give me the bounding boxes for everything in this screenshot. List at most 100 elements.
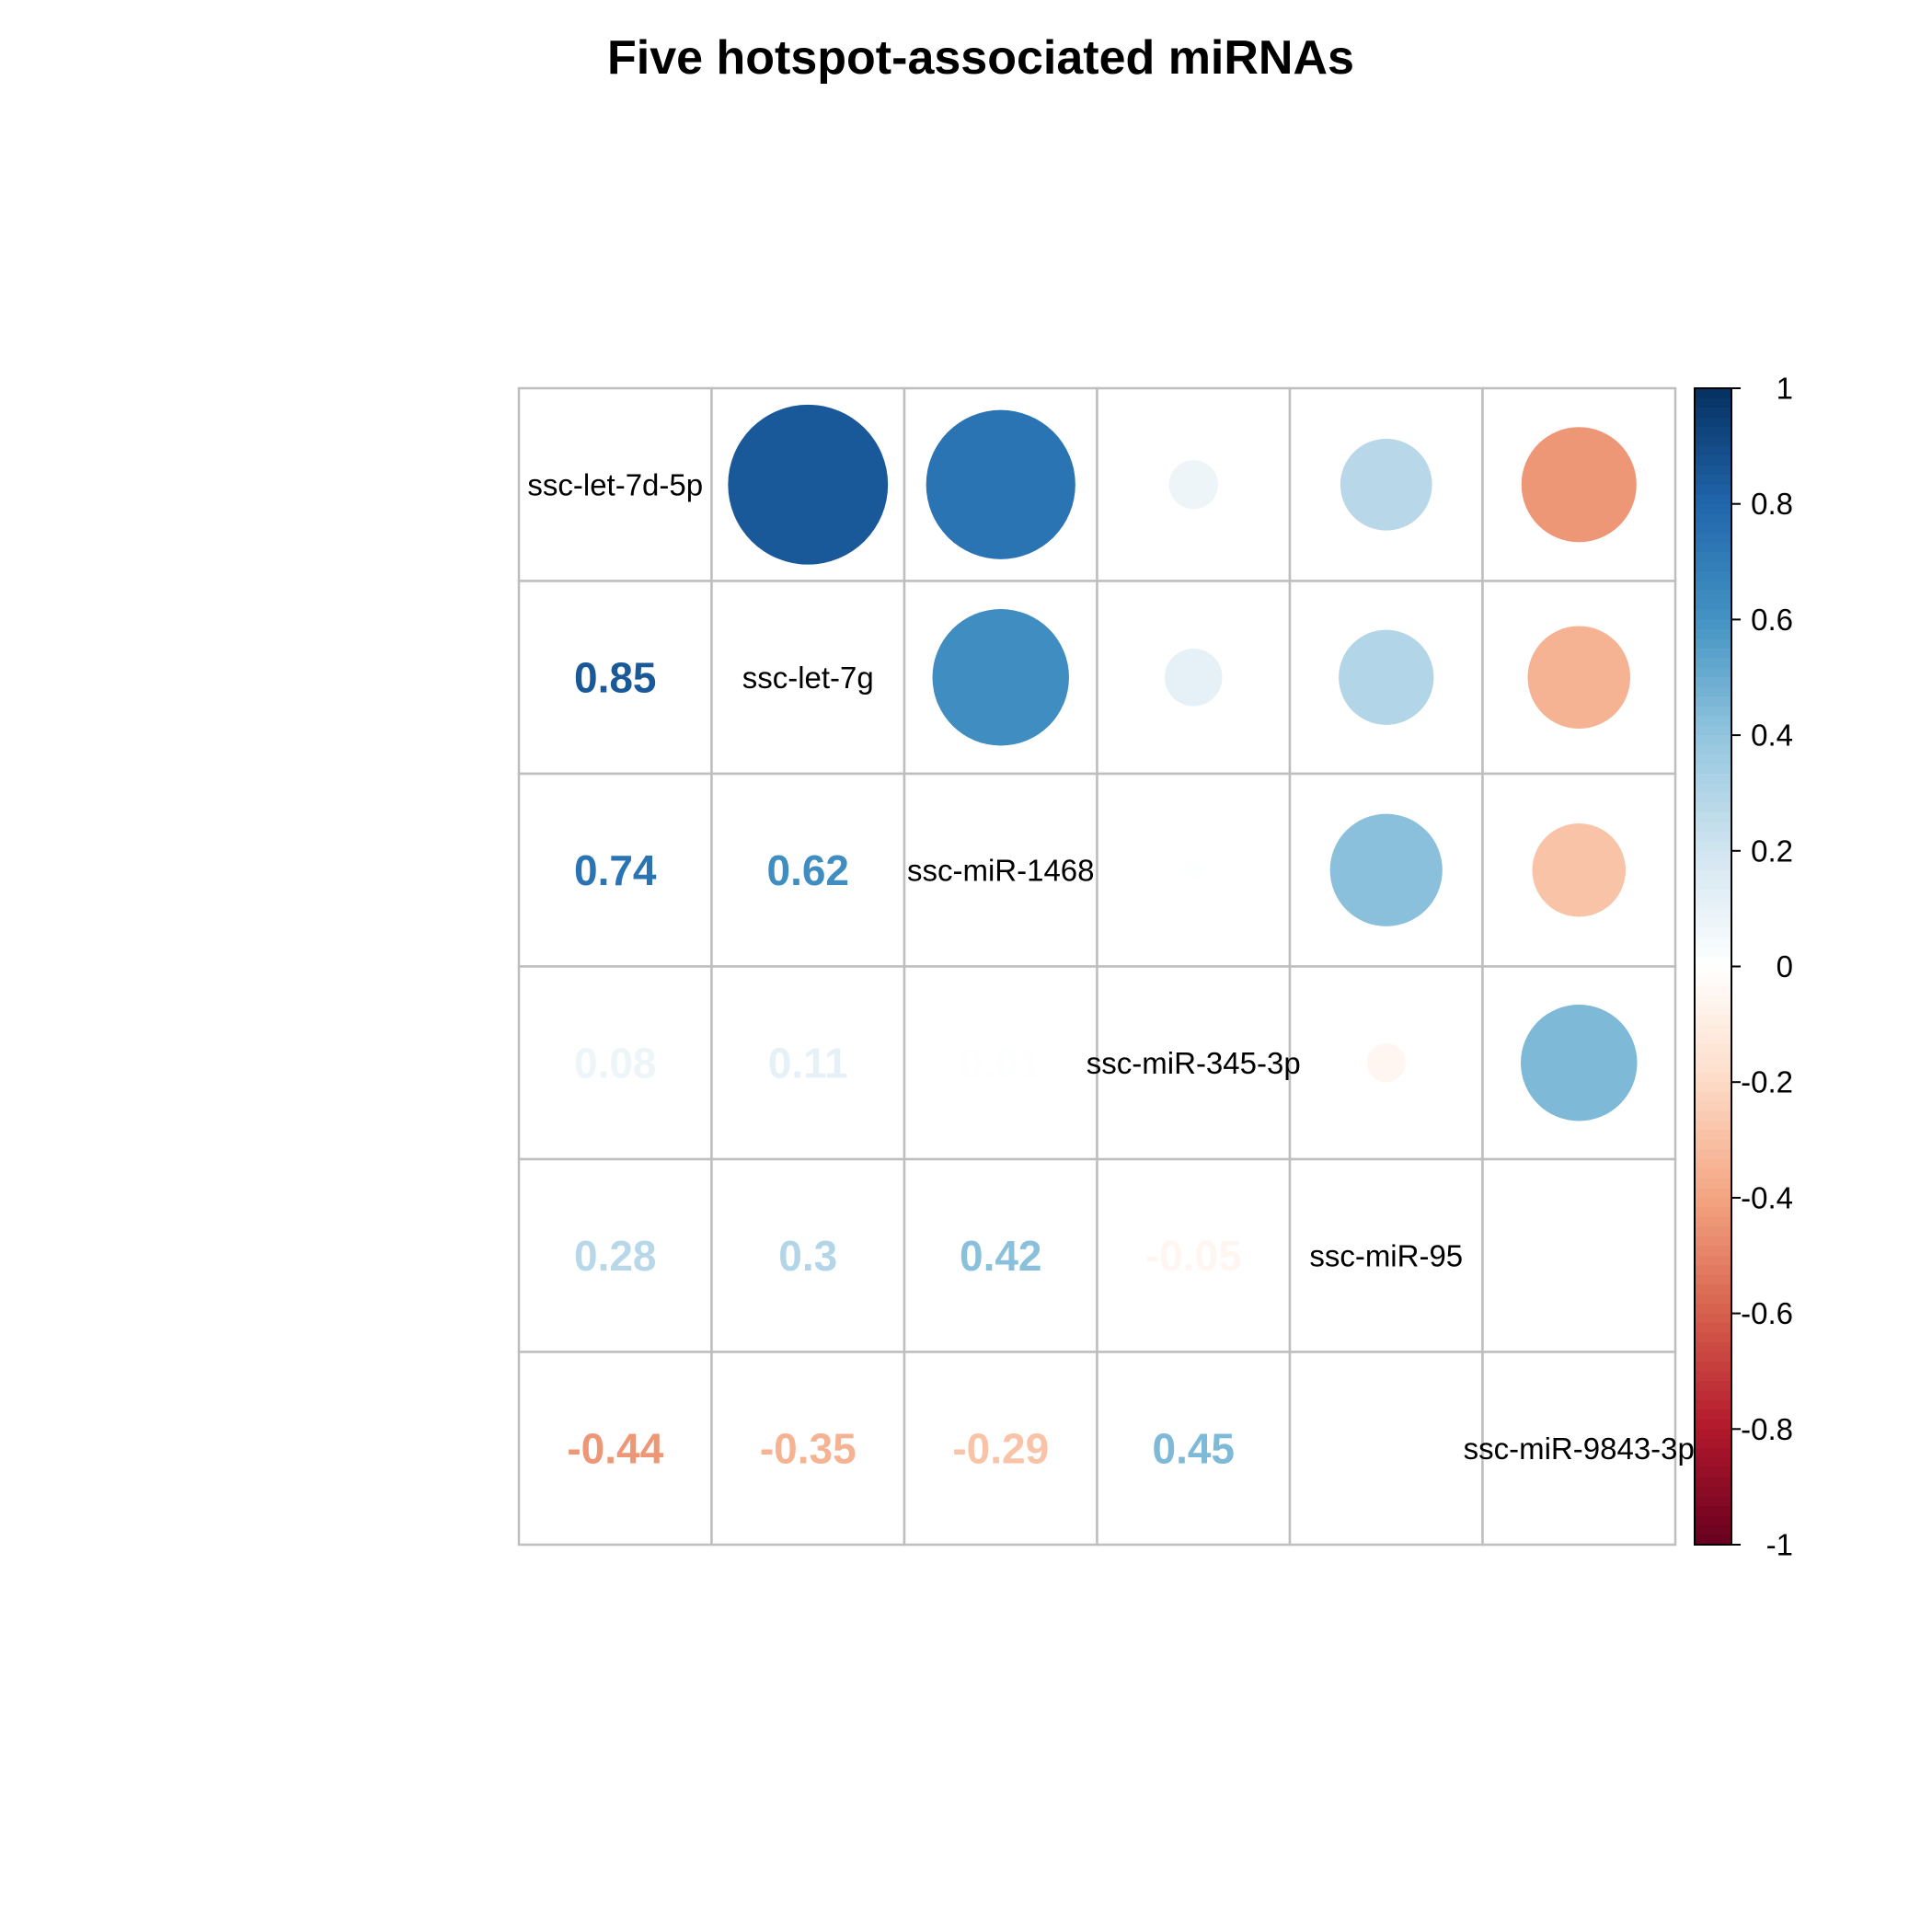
legend-gradient-segment xyxy=(1695,417,1731,428)
legend-gradient-segment xyxy=(1695,1467,1731,1478)
legend-gradient-segment xyxy=(1695,1274,1731,1285)
legend-gradient-segment xyxy=(1695,1525,1731,1536)
legend-gradient-segment xyxy=(1695,1140,1731,1151)
legend-gradient-segment xyxy=(1695,1188,1731,1199)
legend-gradient-segment xyxy=(1695,571,1731,582)
legend-gradient-segment xyxy=(1695,841,1731,852)
legend-gradient-segment xyxy=(1695,1014,1731,1026)
correlation-value: 0.45 xyxy=(1152,1424,1235,1472)
matrix-cell xyxy=(1288,1351,1484,1547)
legend-gradient-segment xyxy=(1695,1121,1731,1132)
correlation-circle xyxy=(1329,813,1443,926)
correlation-circle xyxy=(1521,1005,1638,1121)
legend-gradient-segment xyxy=(1695,918,1731,929)
matrix-cell xyxy=(710,965,906,1161)
legend-gradient-segment xyxy=(1695,985,1731,996)
legend-gradient-segment xyxy=(1695,1313,1731,1324)
legend-gradient-segment xyxy=(1695,1380,1731,1392)
legend-gradient-segment xyxy=(1695,1332,1731,1343)
correlation-circle xyxy=(1340,438,1432,531)
matrix-cell xyxy=(1481,1157,1677,1353)
correlation-circle xyxy=(1168,460,1218,510)
matrix-cell xyxy=(517,1157,713,1353)
legend-tick-label: 0.4 xyxy=(1751,719,1793,753)
legend-gradient-segment xyxy=(1695,754,1731,765)
legend-gradient-segment xyxy=(1695,648,1731,660)
legend-tick-label: 0.6 xyxy=(1751,603,1793,637)
legend-gradient-segment xyxy=(1695,811,1731,823)
matrix-marks: ssc-let-7d-5p 0.85 ssc-let-7g 0.74 0.62 ssc-m… xyxy=(527,404,1695,1472)
variable-label: ssc-miR-345-3p xyxy=(1087,1046,1301,1080)
matrix-cell xyxy=(517,965,713,1161)
legend-gradient-segment xyxy=(1695,706,1731,717)
legend-gradient-segment xyxy=(1695,436,1731,447)
correlation-value: 0.11 xyxy=(768,1039,848,1087)
legend-gradient-segment xyxy=(1695,735,1731,746)
correlation-value: 0.01 xyxy=(960,1039,1042,1087)
legend-gradient-segment xyxy=(1695,1101,1731,1112)
legend-gradient-segment xyxy=(1695,1535,1731,1546)
legend-gradient-segment xyxy=(1695,503,1731,514)
legend-gradient-segment xyxy=(1695,774,1731,785)
correlation-value: 0.42 xyxy=(960,1232,1042,1280)
legend-gradient-segment xyxy=(1695,1052,1731,1064)
legend-gradient-segment xyxy=(1695,533,1731,544)
legend-gradient-segment xyxy=(1695,1294,1731,1305)
correlation-circle xyxy=(1164,648,1223,707)
correlation-circle xyxy=(1521,427,1637,543)
legend-gradient-segment xyxy=(1695,397,1731,408)
correlation-value: -0.05 xyxy=(1145,1232,1242,1280)
legend-gradient-segment xyxy=(1695,1255,1731,1267)
legend-gradient-segment xyxy=(1695,581,1731,592)
legend-gradient-segment xyxy=(1695,1351,1731,1363)
legend-tick-label: -0.4 xyxy=(1741,1180,1793,1214)
correlation-circle xyxy=(926,409,1075,559)
legend-gradient-segment xyxy=(1695,1361,1731,1373)
legend-gradient-segment xyxy=(1695,966,1731,977)
legend-gradient-segment xyxy=(1695,1323,1731,1334)
legend-gradient-segment xyxy=(1695,638,1731,650)
legend-gradient-segment xyxy=(1695,619,1731,630)
correlation-circle xyxy=(932,609,1069,746)
legend-gradient-segment xyxy=(1695,677,1731,688)
legend-gradient-segment xyxy=(1695,561,1731,572)
correlation-value: 0 xyxy=(1374,1424,1398,1472)
legend-gradient-segment xyxy=(1695,552,1731,563)
legend-gradient-segment xyxy=(1695,686,1731,697)
legend-gradient-segment xyxy=(1695,696,1731,707)
legend-gradient-segment xyxy=(1695,475,1731,486)
legend-gradient-segment xyxy=(1695,1304,1731,1315)
variable-label: ssc-let-7g xyxy=(742,661,874,695)
legend-gradient-segment xyxy=(1695,1390,1731,1401)
legend-gradient-segment xyxy=(1695,1168,1731,1179)
legend-gradient-segment xyxy=(1695,860,1731,871)
legend-gradient-segment xyxy=(1695,426,1731,438)
matrix-cell xyxy=(1481,1351,1677,1547)
legend-tick-label: -0.6 xyxy=(1741,1296,1793,1330)
variable-label: ssc-let-7d-5p xyxy=(527,467,703,501)
legend-gradient-segment xyxy=(1695,802,1731,813)
legend-gradient-segment xyxy=(1695,1477,1731,1488)
matrix-cell xyxy=(903,1157,1098,1353)
legend-gradient-segment xyxy=(1695,1399,1731,1411)
legend-gradient-segment xyxy=(1695,927,1731,938)
legend-gradient-segment xyxy=(1695,628,1731,640)
legend-gradient-segment xyxy=(1695,600,1731,611)
legend-gradient-segment xyxy=(1695,937,1731,949)
legend-gradient-segment xyxy=(1695,1033,1731,1045)
legend-gradient-segment xyxy=(1695,1082,1731,1093)
legend-gradient-segment xyxy=(1695,1438,1731,1450)
matrix-cell xyxy=(1096,1157,1292,1353)
matrix-cell xyxy=(517,772,713,968)
legend-gradient-segment xyxy=(1695,1284,1731,1295)
legend-gradient-segment xyxy=(1695,455,1731,466)
legend-gradient-segment xyxy=(1695,1110,1731,1121)
correlation-circle xyxy=(1366,1043,1406,1083)
matrix-cell xyxy=(710,772,906,968)
legend-gradient-segment xyxy=(1695,1265,1731,1276)
correlation-circle xyxy=(1532,822,1627,917)
matrix-cell xyxy=(903,965,1098,1161)
legend-gradient-segment xyxy=(1695,1005,1731,1016)
correlation-circle xyxy=(728,404,889,565)
legend-gradient-segment xyxy=(1695,957,1731,968)
